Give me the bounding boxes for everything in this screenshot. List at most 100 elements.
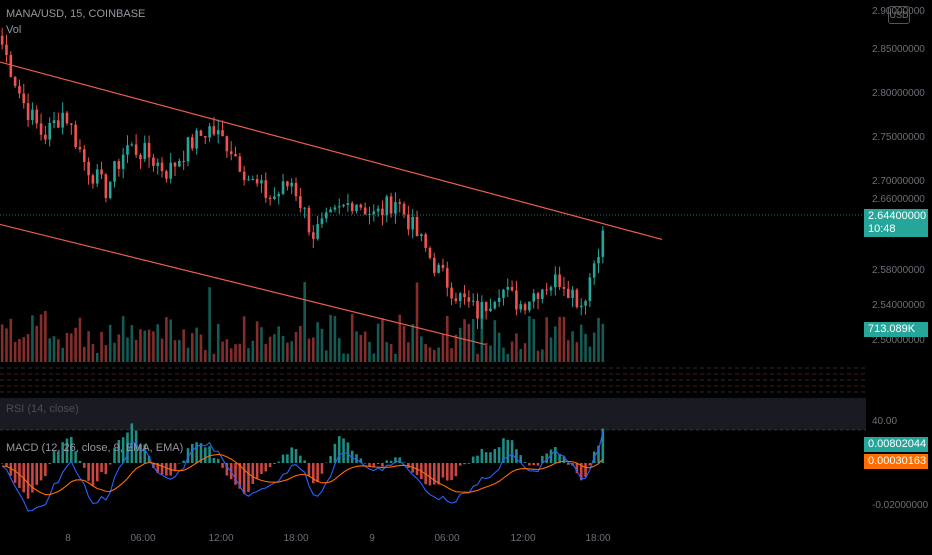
macd-histogram-bar bbox=[588, 463, 592, 466]
volume-bar bbox=[95, 352, 99, 362]
candle bbox=[523, 304, 527, 311]
candle bbox=[203, 135, 207, 138]
volume-bar bbox=[407, 342, 410, 362]
candle bbox=[359, 204, 363, 208]
rsi-tick-label: 40.00 bbox=[872, 416, 897, 427]
candle bbox=[139, 154, 142, 160]
candle bbox=[182, 160, 185, 162]
macd-histogram-bar bbox=[61, 442, 64, 463]
candle bbox=[441, 264, 445, 269]
macd-histogram-bar bbox=[286, 454, 289, 463]
candle bbox=[411, 216, 414, 230]
candle bbox=[268, 197, 272, 200]
volume-bar bbox=[216, 323, 220, 362]
candle bbox=[324, 212, 328, 219]
macd-histogram-bar bbox=[255, 463, 259, 480]
volume-bar bbox=[584, 333, 587, 362]
macd-histogram-bar bbox=[584, 463, 587, 477]
macd-histogram-bar bbox=[104, 463, 108, 475]
volume-bar bbox=[355, 331, 358, 362]
volume-bar bbox=[536, 350, 540, 362]
candle bbox=[381, 208, 384, 216]
time-axis: 8 06:00 12:00 18:00 9 06:00 12:00 18:00 bbox=[65, 533, 611, 544]
candle bbox=[87, 161, 90, 176]
volume-bar bbox=[484, 342, 488, 362]
volume-bar bbox=[100, 331, 103, 362]
candles bbox=[0, 27, 605, 329]
candle bbox=[407, 214, 410, 230]
volume-legend[interactable]: Vol bbox=[6, 24, 22, 36]
macd-histogram-bar bbox=[437, 463, 440, 485]
volume-bar bbox=[597, 317, 600, 362]
macd-histogram-bar bbox=[312, 463, 315, 484]
macd-histogram-bar bbox=[523, 462, 527, 463]
macd-legend[interactable]: MACD (12, 26, close, 9, EMA, EMA) bbox=[6, 442, 184, 454]
volume-bar bbox=[48, 338, 51, 362]
macd-histogram-bar bbox=[601, 428, 605, 463]
volume-bar bbox=[108, 324, 112, 362]
macd-histogram-bar bbox=[31, 463, 34, 493]
candle bbox=[255, 178, 259, 184]
macd-histogram-bar bbox=[113, 447, 116, 463]
macd-histogram-bar bbox=[398, 457, 402, 463]
candle bbox=[61, 112, 64, 128]
volume-bar bbox=[44, 310, 47, 362]
candle bbox=[95, 169, 99, 184]
last-price-value: 2.64400000 bbox=[868, 210, 927, 222]
volume-bar bbox=[476, 353, 479, 362]
symbol-title[interactable]: MANA/USD, 15, COINBASE bbox=[6, 8, 146, 20]
candle bbox=[566, 288, 570, 299]
volume-bar bbox=[57, 339, 60, 362]
candle bbox=[515, 290, 518, 310]
price-tick-label: 2.80000000 bbox=[872, 88, 925, 99]
candle bbox=[372, 211, 376, 215]
macd-histogram-bar bbox=[74, 451, 77, 463]
candle bbox=[554, 274, 557, 288]
macd-histogram-bar bbox=[199, 443, 203, 463]
candle bbox=[337, 206, 341, 208]
macd-histogram-bar bbox=[147, 455, 151, 463]
candle bbox=[299, 196, 302, 208]
candle bbox=[385, 196, 389, 216]
volume-bar bbox=[173, 340, 177, 362]
price-tick-label: 2.70000000 bbox=[872, 176, 925, 187]
macd-histogram-bar bbox=[454, 463, 458, 477]
volume-bar bbox=[191, 333, 194, 362]
trendline-lower bbox=[0, 223, 486, 345]
candle bbox=[355, 204, 358, 212]
candle bbox=[57, 120, 60, 128]
volume-bar bbox=[229, 348, 233, 362]
signal-value-tag: 0.00030163 bbox=[864, 454, 928, 469]
candle bbox=[173, 162, 177, 167]
macd-histogram-bar bbox=[463, 463, 466, 465]
volume-bar bbox=[9, 318, 13, 362]
candle bbox=[35, 109, 39, 124]
macd-histogram-bar bbox=[545, 453, 548, 463]
candle bbox=[216, 130, 220, 135]
rsi-legend[interactable]: RSI (14, close) bbox=[6, 403, 79, 415]
candle bbox=[294, 182, 298, 197]
volume-bar bbox=[18, 338, 21, 362]
macd-histogram-bar bbox=[18, 463, 21, 488]
volume-bar bbox=[121, 316, 125, 362]
macd-histogram-bar bbox=[26, 463, 30, 499]
macd-histogram-bar bbox=[480, 448, 484, 463]
candle bbox=[415, 216, 419, 237]
candle bbox=[584, 301, 587, 306]
volume-bar bbox=[221, 341, 224, 362]
macd-histogram-bar bbox=[445, 463, 449, 481]
macd-histogram-bar bbox=[195, 442, 198, 463]
macd-histogram-bar bbox=[558, 453, 561, 463]
candle bbox=[130, 144, 134, 146]
volume-bar bbox=[480, 314, 484, 362]
macd-histogram-bar bbox=[350, 450, 354, 463]
currency-badge[interactable]: USD bbox=[888, 6, 910, 24]
macd-histogram-bar bbox=[566, 463, 570, 465]
candle bbox=[376, 208, 380, 212]
volume-bar bbox=[337, 338, 341, 362]
volume-bar bbox=[389, 344, 393, 362]
volume-bar bbox=[268, 336, 272, 362]
volume-bar bbox=[601, 323, 605, 362]
macd-histogram-bar bbox=[467, 463, 471, 464]
